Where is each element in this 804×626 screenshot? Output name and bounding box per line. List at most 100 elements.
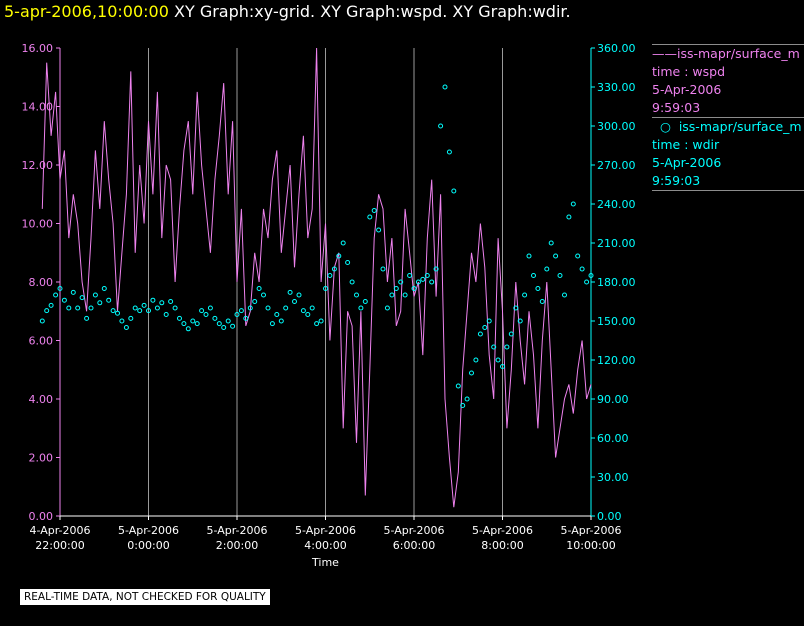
left-y-tick-label: 2.00 bbox=[29, 452, 54, 465]
right-y-tick-label: 270.00 bbox=[597, 159, 636, 172]
wdir-point bbox=[278, 318, 284, 324]
wdir-point bbox=[101, 286, 107, 291]
wdir-point bbox=[61, 297, 67, 303]
wdir-point bbox=[548, 240, 554, 246]
left-y-tick-label: 10.00 bbox=[22, 218, 54, 231]
wdir-point bbox=[106, 297, 112, 303]
wdir-point bbox=[123, 325, 129, 330]
left-y-tick-label: 16.00 bbox=[22, 42, 54, 55]
wdir-point bbox=[513, 305, 519, 311]
wdir-point bbox=[389, 292, 395, 298]
legend-wdir-label-line: ○ iss-mapr/surface_m bbox=[652, 118, 804, 136]
x-tick-label-time: 4:00:00 bbox=[304, 539, 346, 552]
wdir-point bbox=[66, 305, 72, 311]
left-y-tick-label: 6.00 bbox=[29, 335, 54, 348]
wdir-point bbox=[39, 318, 45, 324]
wdir-point bbox=[163, 312, 169, 317]
wdir-point bbox=[185, 326, 191, 332]
wdir-point bbox=[292, 299, 297, 304]
x-tick-label-time: 2:00:00 bbox=[216, 539, 258, 552]
wdir-point bbox=[309, 305, 315, 311]
wdir-point bbox=[393, 286, 399, 291]
wdir-point bbox=[491, 344, 497, 350]
wdir-point bbox=[553, 253, 559, 259]
wdir-point bbox=[300, 308, 306, 314]
legend-entry-wdir: ○ iss-mapr/surface_m time : wdir 5-Apr-2… bbox=[652, 118, 804, 190]
right-y-tick-label: 210.00 bbox=[597, 237, 636, 250]
wdir-point bbox=[575, 253, 581, 259]
wdir-point bbox=[287, 289, 293, 295]
x-tick-label-time: 8:00:00 bbox=[481, 539, 523, 552]
legend: ——iss-mapr/surface_m time : wspd 5-Apr-2… bbox=[652, 44, 804, 191]
right-y-tick-label: 360.00 bbox=[597, 42, 636, 55]
wdir-point bbox=[336, 253, 342, 259]
wdir-point bbox=[70, 289, 76, 295]
legend-wspd-label-line: ——iss-mapr/surface_m bbox=[652, 45, 804, 63]
wdir-point bbox=[48, 302, 54, 308]
wdir-point bbox=[172, 305, 178, 311]
wdir-point bbox=[84, 315, 90, 321]
wdir-point bbox=[535, 286, 541, 291]
wdir-point bbox=[75, 305, 81, 311]
wdir-point bbox=[92, 292, 98, 298]
legend-divider bbox=[652, 44, 804, 45]
wdir-point bbox=[380, 266, 386, 272]
wdir-point bbox=[318, 318, 324, 324]
wdir-point bbox=[110, 308, 116, 314]
legend-divider bbox=[652, 117, 804, 118]
legend-wspd-date: 5-Apr-2006 bbox=[652, 82, 722, 97]
x-tick-label-date: 5-Apr-2006 bbox=[206, 524, 267, 537]
wdir-point bbox=[137, 308, 143, 314]
wdir-point bbox=[486, 318, 492, 324]
wdir-point bbox=[274, 312, 280, 317]
wdir-point bbox=[349, 279, 355, 285]
wdir-point bbox=[531, 273, 536, 278]
legend-wspd-variable: time : wspd bbox=[652, 64, 726, 79]
wdir-point bbox=[216, 321, 222, 327]
wdir-point bbox=[177, 315, 182, 321]
wdir-point bbox=[579, 266, 585, 272]
x-tick-label-date: 5-Apr-2006 bbox=[383, 524, 444, 537]
legend-wdir-date: 5-Apr-2006 bbox=[652, 155, 722, 170]
wdir-point bbox=[252, 299, 258, 304]
wdir-point bbox=[150, 297, 156, 303]
wdir-point bbox=[557, 273, 563, 278]
legend-wdir-source: iss-mapr/surface_m bbox=[678, 119, 802, 134]
legend-divider bbox=[652, 190, 804, 191]
right-y-tick-label: 300.00 bbox=[597, 120, 636, 133]
left-y-tick-label: 14.00 bbox=[22, 101, 54, 114]
wdir-point bbox=[500, 364, 505, 369]
wdir-point bbox=[411, 286, 417, 291]
wdir-point bbox=[442, 84, 448, 90]
wdir-point bbox=[265, 305, 271, 311]
x-tick-label-date: 5-Apr-2006 bbox=[560, 524, 621, 537]
right-y-tick-label: 0.00 bbox=[597, 510, 622, 523]
wdir-point bbox=[522, 292, 528, 298]
wdir-point bbox=[495, 357, 501, 363]
right-y-tick-label: 180.00 bbox=[597, 276, 636, 289]
x-tick-label-date: 5-Apr-2006 bbox=[295, 524, 356, 537]
wdir-point bbox=[132, 305, 138, 311]
left-y-tick-label: 12.00 bbox=[22, 159, 54, 172]
wdir-point bbox=[371, 208, 377, 213]
wdir-point bbox=[305, 312, 311, 317]
x-tick-label-time: 0:00:00 bbox=[127, 539, 169, 552]
wdir-point bbox=[79, 295, 85, 301]
wdir-point bbox=[588, 273, 594, 278]
wdir-point bbox=[314, 321, 320, 327]
wdir-point bbox=[402, 292, 408, 298]
wdir-point bbox=[455, 383, 461, 389]
wdir-point bbox=[482, 325, 488, 330]
wdir-point bbox=[199, 308, 205, 314]
right-y-tick-label: 30.00 bbox=[597, 471, 629, 484]
wdir-point bbox=[570, 201, 576, 207]
wdir-point bbox=[358, 305, 364, 311]
wdir-point bbox=[203, 312, 209, 317]
wdir-point bbox=[451, 188, 457, 194]
wdir-point bbox=[128, 315, 134, 321]
wdir-point bbox=[44, 308, 50, 314]
wdir-point bbox=[429, 279, 435, 285]
right-y-tick-label: 120.00 bbox=[597, 354, 636, 367]
legend-entry-wspd: ——iss-mapr/surface_m time : wspd 5-Apr-2… bbox=[652, 45, 804, 117]
